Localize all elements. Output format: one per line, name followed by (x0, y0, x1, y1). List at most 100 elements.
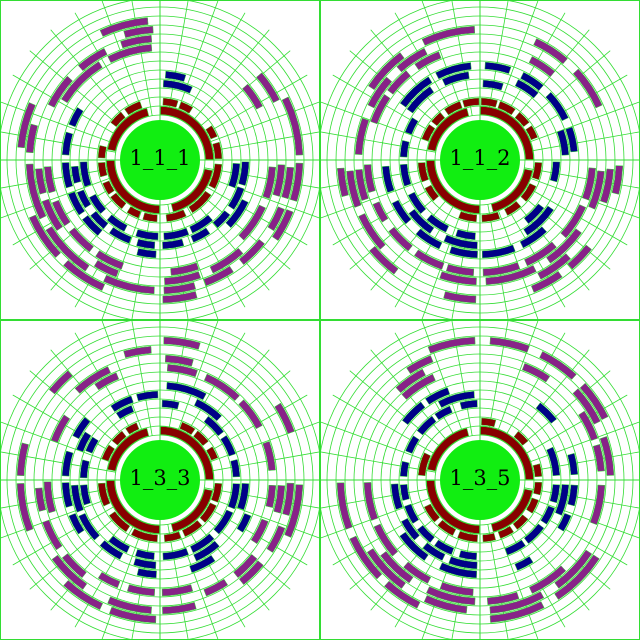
ring-segment (271, 209, 294, 241)
panel-label: 1_1_1 (129, 146, 191, 170)
ring-segment (238, 239, 265, 266)
grid-ring (326, 326, 634, 634)
ring-segment (572, 388, 601, 425)
spoke-line (502, 332, 566, 442)
ring-segment (363, 482, 379, 521)
ring-segment (165, 70, 187, 82)
spoke-line (514, 370, 611, 452)
grid-ring (380, 380, 580, 580)
ring-segment (408, 208, 435, 234)
ring-segment (238, 161, 250, 186)
spoke-line (524, 131, 640, 153)
ring-segment (72, 416, 91, 440)
ring-segment (458, 550, 478, 561)
ring-segment (533, 481, 543, 496)
ring-segment (126, 584, 156, 597)
spoke-line (12, 394, 122, 458)
grid-ring (114, 434, 206, 526)
ring-segment (41, 198, 64, 232)
spoke-line (522, 175, 640, 219)
grid-ring (87, 87, 233, 233)
ring-segment (68, 513, 85, 535)
ring-segment (228, 163, 241, 189)
grid-ring (6, 6, 314, 314)
ring-segment (399, 140, 410, 158)
ring-segment (43, 166, 56, 194)
ring-segment (540, 505, 556, 525)
ring-segment (107, 596, 152, 614)
spoke-line (131, 320, 153, 436)
ring-segment (107, 44, 153, 64)
spoke-line (370, 29, 452, 126)
ring-segment (525, 125, 539, 141)
ring-segment (355, 169, 369, 201)
ring-segment (528, 56, 556, 78)
ring-segment (78, 512, 100, 541)
ring-segment (567, 452, 579, 476)
ring-segment (227, 483, 241, 510)
ring-segment (212, 141, 223, 160)
ring-segment (106, 160, 160, 214)
ring-segment (123, 25, 154, 39)
ring-segment (599, 168, 614, 204)
grid-ring (344, 344, 616, 616)
ring-segment (25, 123, 38, 154)
spoke-line (12, 502, 122, 566)
ring-segment (162, 79, 193, 94)
ring-segment (435, 62, 472, 80)
ring-segment (99, 540, 124, 560)
spoke-line (514, 50, 611, 132)
spoke-line (175, 522, 219, 640)
ring-segment (133, 557, 157, 570)
ring-segment (238, 399, 263, 430)
center-disc (120, 120, 200, 200)
grid-ring (96, 96, 224, 224)
ring-segment (423, 503, 440, 523)
ring-segment (363, 164, 376, 193)
spoke-line (0, 101, 118, 145)
ring-segment (481, 417, 497, 428)
ring-segment (426, 160, 480, 214)
grid-ring (344, 24, 616, 296)
ring-segment (416, 524, 435, 543)
ring-segment (60, 61, 103, 104)
ring-segment (90, 210, 109, 230)
ring-segment (520, 183, 537, 202)
ring-segment (282, 482, 295, 516)
spoke-line (131, 0, 153, 116)
ring-segment (43, 481, 56, 514)
spoke-line (12, 74, 122, 138)
ring-segment (61, 450, 74, 477)
grid-ring (33, 33, 287, 287)
ring-segment (126, 206, 142, 219)
ring-segment (373, 523, 399, 557)
spoke-line (167, 204, 189, 320)
ring-segment (97, 482, 111, 507)
ring-segment (554, 484, 570, 516)
ring-segment (233, 553, 258, 579)
spoke-line (349, 370, 446, 452)
ring-segment (388, 226, 413, 252)
ring-segment (439, 271, 477, 286)
spoke-line (349, 188, 446, 270)
ring-segment (250, 518, 269, 545)
grid-ring (353, 33, 607, 287)
ring-segment (526, 497, 539, 514)
ring-segment (380, 551, 414, 584)
circular-diagram (0, 0, 320, 320)
grid-ring (51, 51, 269, 269)
ring-segment (414, 51, 442, 71)
ring-segment (51, 554, 88, 590)
ring-segment (238, 560, 264, 586)
ring-segment (162, 601, 197, 615)
ring-segment (579, 382, 609, 421)
grid-ring (434, 114, 526, 206)
spoke-line (175, 0, 219, 118)
ring-segment (405, 435, 420, 454)
grid-ring (380, 60, 580, 260)
ring-segment (441, 71, 470, 87)
ring-segment (181, 520, 203, 538)
ring-segment (422, 542, 446, 561)
grid-ring (407, 87, 553, 233)
spoke-line (50, 29, 132, 126)
